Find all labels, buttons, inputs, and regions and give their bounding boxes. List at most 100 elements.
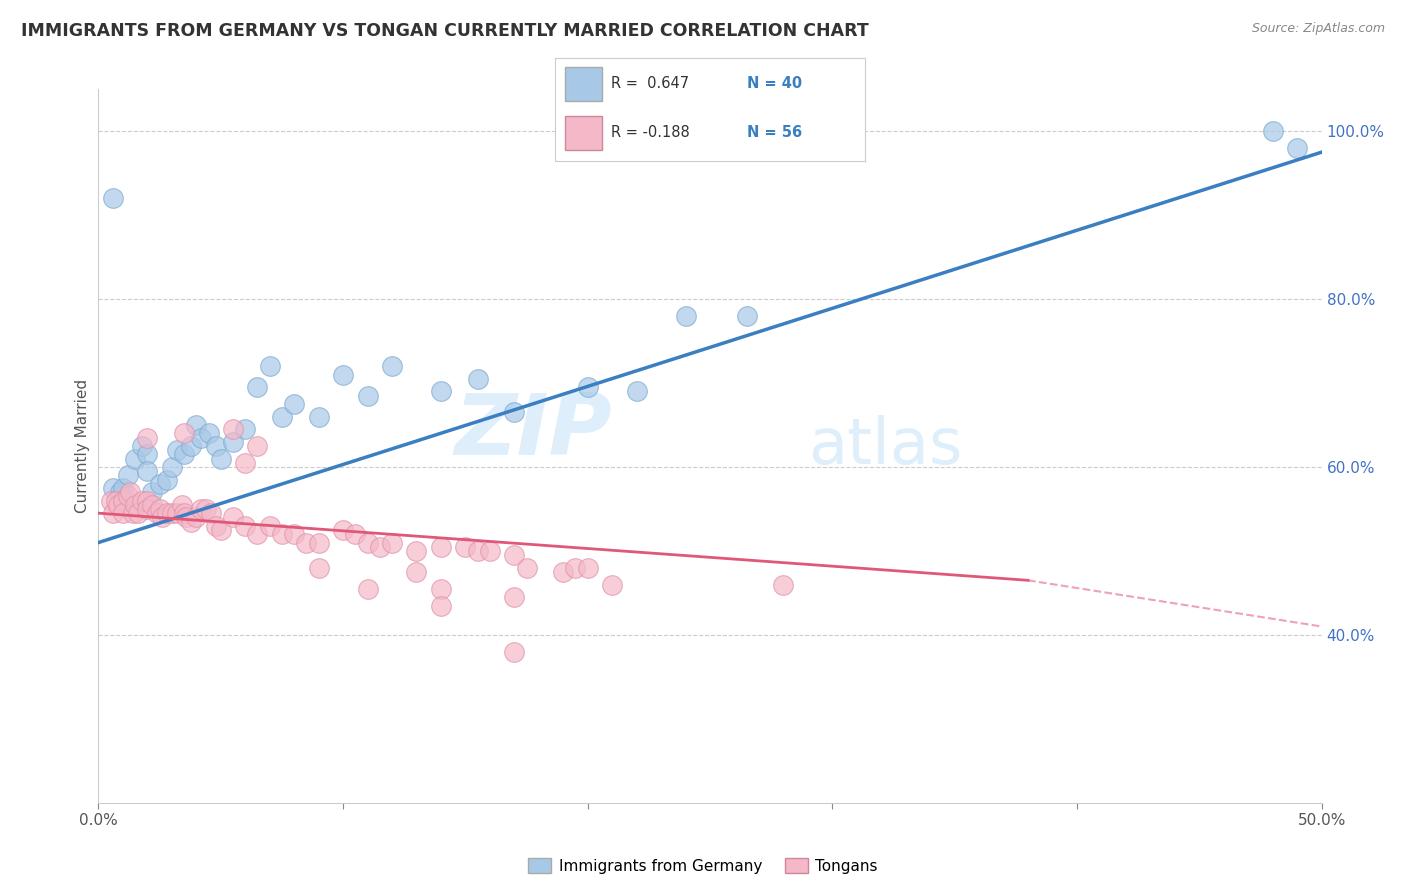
Point <box>368 540 391 554</box>
Point <box>430 384 453 399</box>
Point <box>356 582 378 596</box>
Text: atlas: atlas <box>808 415 962 477</box>
Point <box>197 426 219 441</box>
Point <box>150 510 173 524</box>
Text: N = 56: N = 56 <box>747 126 803 140</box>
Point <box>503 645 526 659</box>
Point <box>156 473 179 487</box>
Point <box>136 502 159 516</box>
Point <box>332 523 354 537</box>
Point <box>124 498 146 512</box>
Point <box>146 506 169 520</box>
Point <box>136 431 159 445</box>
Point <box>101 191 124 205</box>
Point <box>246 380 269 394</box>
Point <box>173 447 195 461</box>
Point <box>100 493 122 508</box>
Point <box>111 481 134 495</box>
Point <box>180 439 202 453</box>
Point <box>295 535 318 549</box>
Point <box>381 359 404 374</box>
Point <box>166 506 188 520</box>
Point <box>259 518 281 533</box>
Point <box>136 493 159 508</box>
Point <box>117 468 139 483</box>
Point <box>246 527 269 541</box>
Point <box>467 372 489 386</box>
Point <box>576 560 599 574</box>
Point <box>576 380 599 394</box>
Point <box>131 439 153 453</box>
Point <box>124 451 146 466</box>
Point <box>190 431 212 445</box>
Point <box>332 368 354 382</box>
Point <box>270 409 294 424</box>
Legend: Immigrants from Germany, Tongans: Immigrants from Germany, Tongans <box>522 852 884 880</box>
Point <box>166 443 188 458</box>
FancyBboxPatch shape <box>565 67 602 101</box>
Point <box>141 485 163 500</box>
Point <box>111 493 134 508</box>
Point <box>430 540 453 554</box>
Point <box>127 506 149 520</box>
Point <box>173 506 195 520</box>
Text: Source: ZipAtlas.com: Source: ZipAtlas.com <box>1251 22 1385 36</box>
Point <box>381 535 404 549</box>
Point <box>222 510 245 524</box>
Point <box>117 489 139 503</box>
Point <box>515 560 537 574</box>
Point <box>160 506 183 520</box>
Text: R =  0.647: R = 0.647 <box>612 76 689 91</box>
Point <box>186 510 208 524</box>
Point <box>503 405 526 419</box>
Point <box>160 460 183 475</box>
Point <box>195 502 218 516</box>
Point <box>205 439 228 453</box>
Point <box>1261 124 1284 138</box>
Point <box>283 527 305 541</box>
Point <box>308 409 330 424</box>
Point <box>107 498 129 512</box>
Point <box>156 506 179 520</box>
Point <box>110 485 132 500</box>
Point <box>675 309 697 323</box>
Point <box>283 397 305 411</box>
Point <box>735 309 758 323</box>
Point <box>121 506 143 520</box>
Point <box>205 518 228 533</box>
Point <box>233 422 256 436</box>
Point <box>149 502 172 516</box>
Point <box>356 535 378 549</box>
Point <box>101 506 124 520</box>
Point <box>430 599 453 613</box>
Text: N = 40: N = 40 <box>747 76 803 91</box>
Point <box>120 485 142 500</box>
Point <box>190 502 212 516</box>
Point <box>259 359 281 374</box>
Point <box>430 582 453 596</box>
FancyBboxPatch shape <box>565 117 602 150</box>
Point <box>503 548 526 562</box>
Point <box>104 493 127 508</box>
Point <box>136 447 159 461</box>
Point <box>200 506 222 520</box>
Point <box>173 426 195 441</box>
Point <box>186 417 208 432</box>
Point <box>222 434 245 449</box>
Point <box>772 577 794 591</box>
Point <box>553 565 575 579</box>
Point <box>503 590 526 604</box>
Point <box>176 510 198 524</box>
Point <box>209 523 232 537</box>
Point <box>600 577 623 591</box>
Point <box>111 506 134 520</box>
Point <box>405 565 427 579</box>
Y-axis label: Currently Married: Currently Married <box>75 379 90 513</box>
Point <box>233 456 256 470</box>
Point <box>222 422 245 436</box>
Point <box>1286 141 1309 155</box>
Point <box>478 544 501 558</box>
Point <box>308 560 330 574</box>
Text: R = -0.188: R = -0.188 <box>612 126 690 140</box>
Point <box>149 476 172 491</box>
